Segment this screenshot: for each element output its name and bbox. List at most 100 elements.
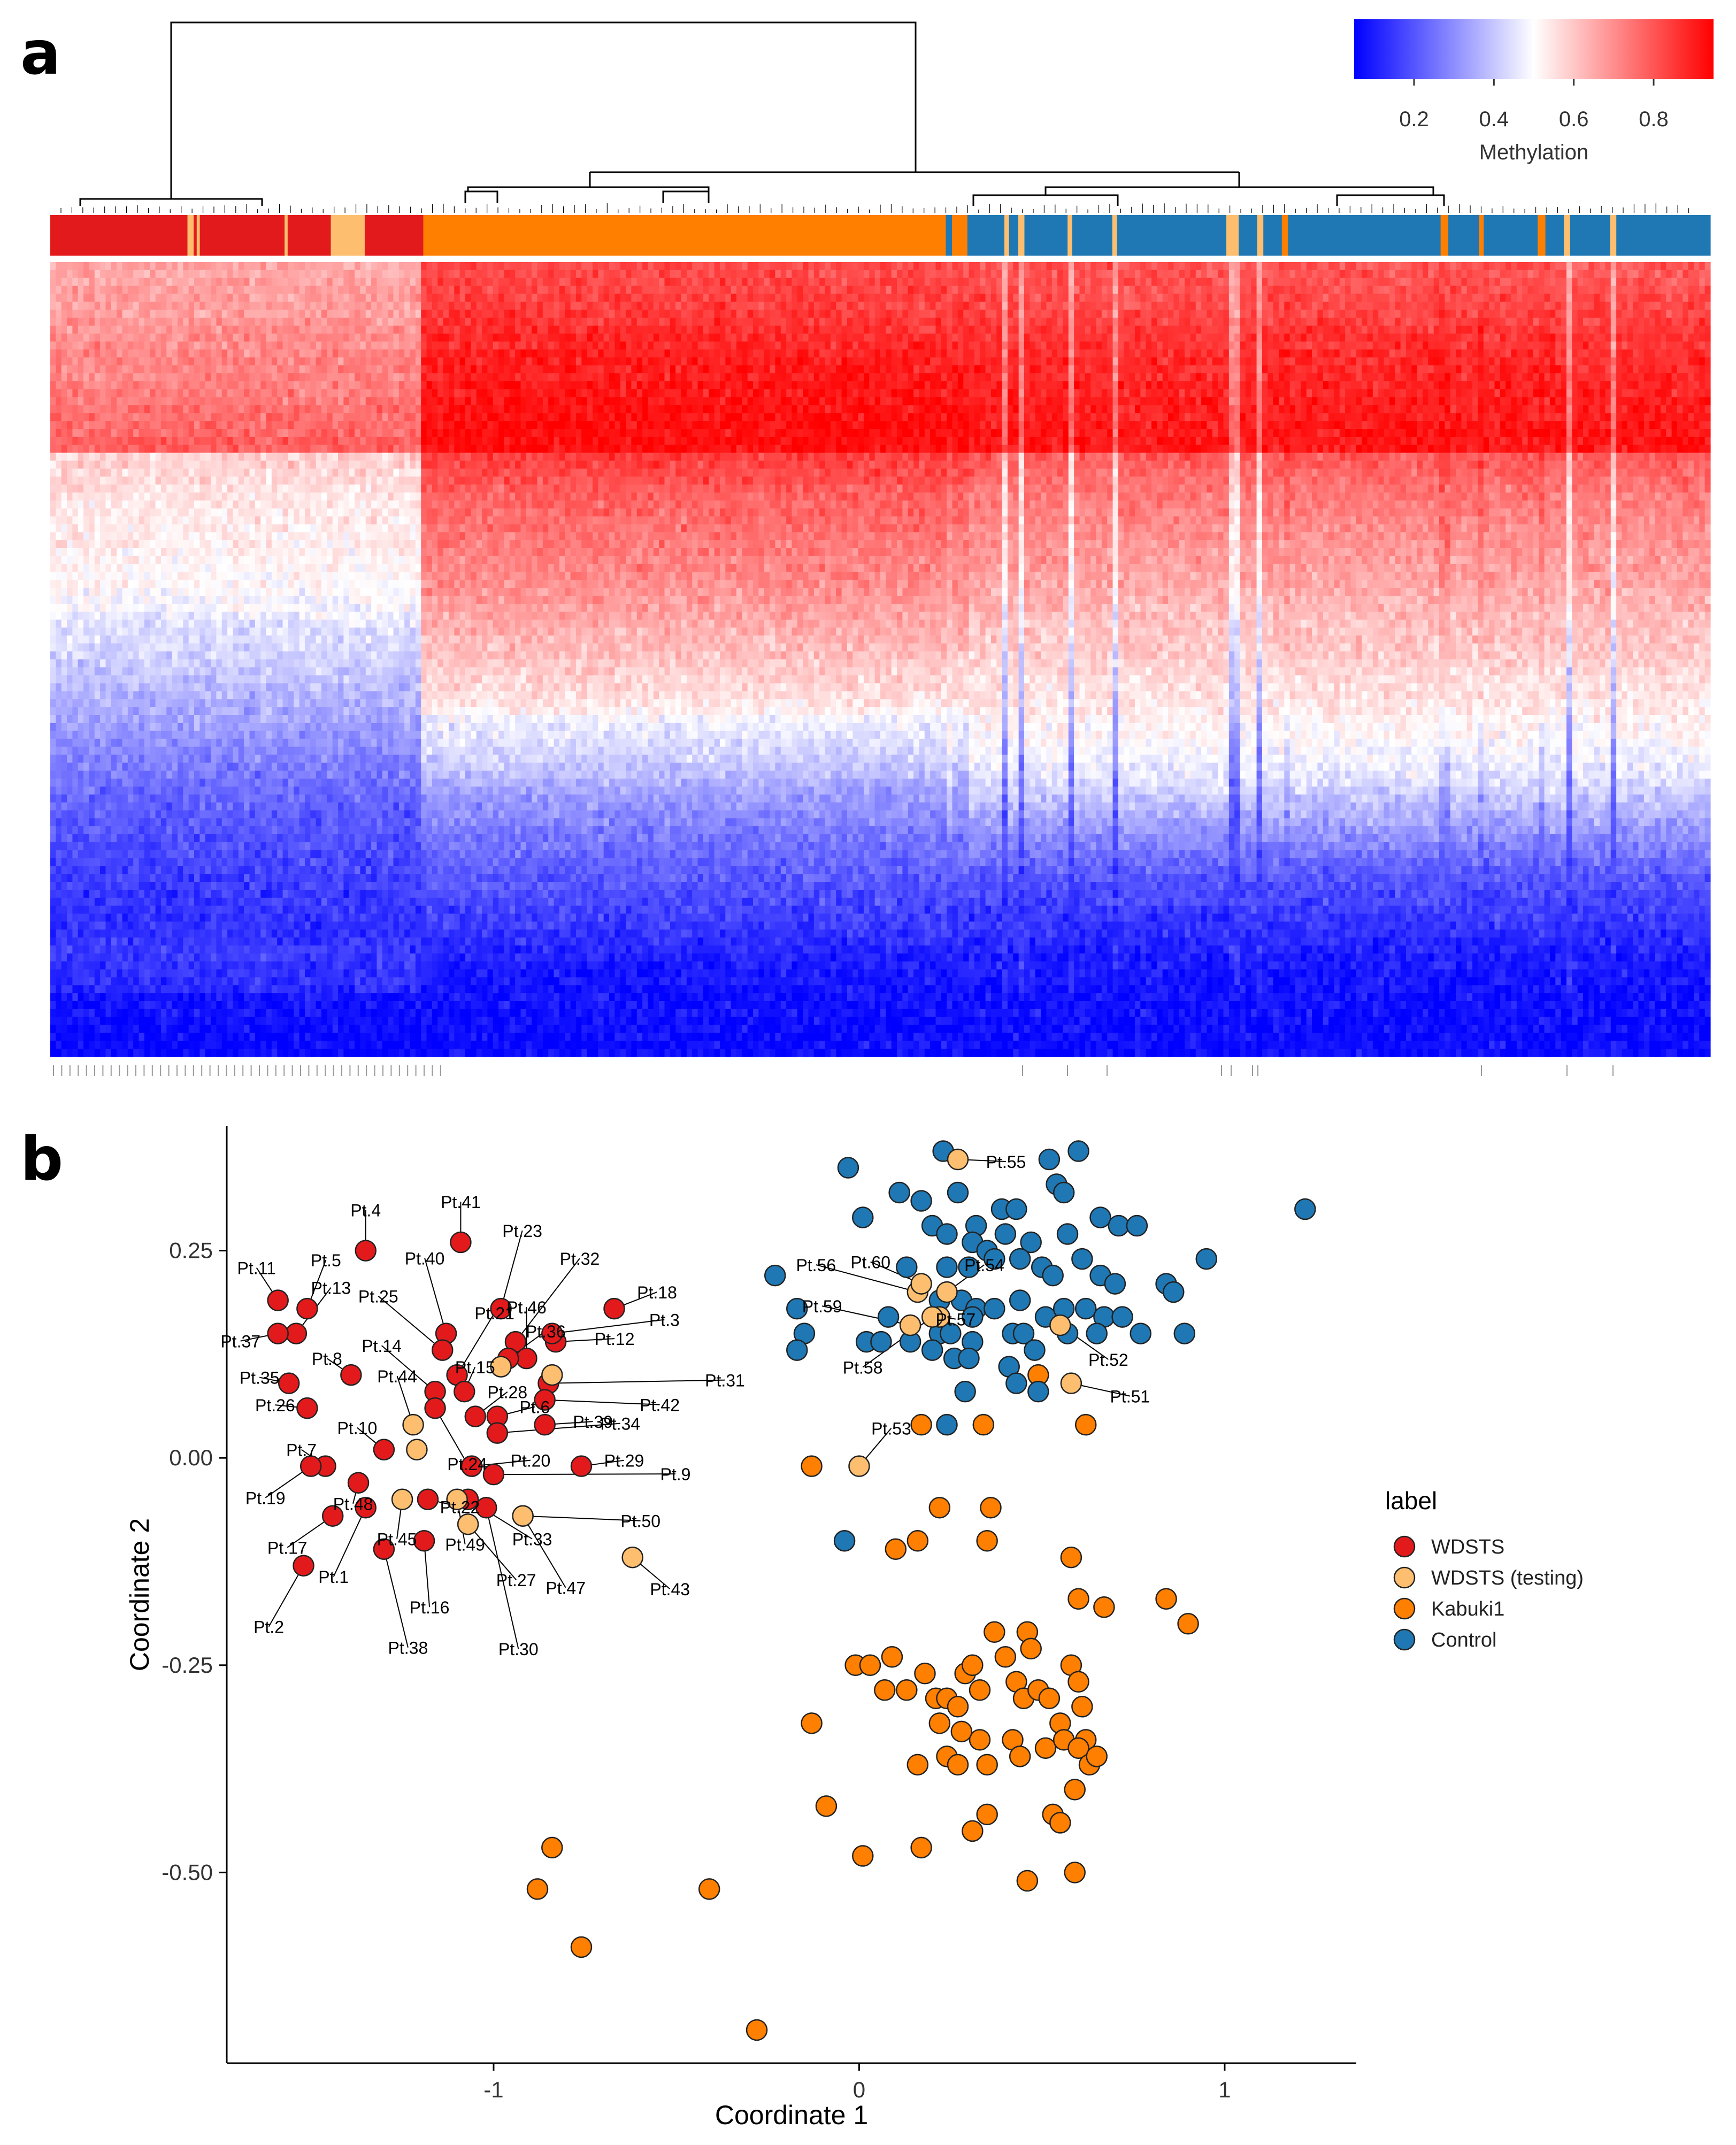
- scatter-point: [889, 1182, 910, 1203]
- colorbar-title: Methylation: [1479, 141, 1589, 164]
- point-label: Pt.43: [650, 1580, 690, 1599]
- scatter-point: [1050, 1812, 1070, 1833]
- group-bar-segment: [365, 215, 424, 256]
- y-axis-title: Coordinate 2: [125, 1518, 155, 1671]
- colorbar-tick-label: 0.6: [1559, 107, 1589, 131]
- legend-title: label: [1385, 1487, 1437, 1514]
- legend-key: [1394, 1567, 1415, 1588]
- scatter-point: [977, 1531, 997, 1551]
- y-tick-label: -0.50: [162, 1859, 213, 1885]
- group-bar-segment: [288, 215, 331, 256]
- scatter-point: [1043, 1265, 1063, 1286]
- scatter-point: [542, 1838, 562, 1858]
- scatter-point: [955, 1381, 975, 1402]
- group-bar-segment: [1239, 215, 1257, 256]
- scatter-point: [1057, 1224, 1078, 1244]
- point-label: Pt.24: [447, 1455, 487, 1474]
- point-label: Pt.7: [286, 1441, 317, 1460]
- point-label: Pt.21: [474, 1304, 514, 1323]
- group-bar-segment: [1288, 215, 1441, 256]
- scatter-point: [1065, 1862, 1085, 1882]
- group-bar-segment: [1004, 215, 1009, 256]
- scatter-point: [1054, 1182, 1074, 1203]
- x-tick-label: -1: [483, 2077, 503, 2102]
- point-label: Pt.3: [649, 1311, 680, 1330]
- scatter-point: [294, 1556, 314, 1576]
- scatter-point: [1069, 1141, 1089, 1162]
- scatter-point: [1010, 1290, 1030, 1311]
- scatter-point: [1076, 1298, 1096, 1319]
- point-label: Pt.25: [358, 1287, 398, 1306]
- scatter-point: [970, 1680, 990, 1700]
- group-bar-segment: [1018, 215, 1025, 256]
- group-bar-segment: [1564, 215, 1570, 256]
- point-label: Pt.44: [377, 1367, 417, 1386]
- group-bar-segment: [1067, 215, 1072, 256]
- group-bar-segment: [946, 215, 952, 256]
- scatter-point: [1035, 1738, 1056, 1758]
- point-label: Pt.8: [312, 1349, 342, 1369]
- scatter-point: [1010, 1746, 1030, 1766]
- point-label: Pt.35: [240, 1369, 280, 1388]
- group-bar-segment: [1610, 215, 1617, 256]
- scatter-point: [513, 1506, 533, 1526]
- point-label: Pt.5: [311, 1251, 341, 1270]
- scatter-point: [348, 1473, 368, 1493]
- scatter-point: [535, 1414, 555, 1435]
- scatter-point: [973, 1414, 994, 1435]
- scatter-point: [849, 1456, 869, 1477]
- point-label: Pt.4: [350, 1201, 381, 1220]
- scatter-point: [1178, 1613, 1199, 1634]
- group-bar-segment: [952, 215, 967, 256]
- scatter-point: [852, 1208, 873, 1228]
- scatter-point: [1072, 1696, 1092, 1717]
- scatter-point: [1094, 1597, 1114, 1617]
- scatter-point: [900, 1315, 920, 1335]
- scatter-point: [1006, 1199, 1026, 1219]
- scatter-point: [874, 1680, 895, 1700]
- scatter-point: [1072, 1249, 1092, 1269]
- group-bar-segment: [188, 215, 194, 256]
- point-label: Pt.37: [220, 1332, 260, 1351]
- scatter-point: [1065, 1779, 1085, 1800]
- point-label: Pt.31: [705, 1371, 745, 1390]
- scatter-point: [886, 1539, 906, 1559]
- scatter-point: [571, 1456, 592, 1477]
- scatter-point: [1109, 1216, 1129, 1236]
- scatter-point: [1087, 1746, 1107, 1766]
- scatter-point: [1025, 1340, 1045, 1360]
- scatter-point: [962, 1821, 982, 1841]
- scatter-point: [425, 1398, 445, 1418]
- point-label: Pt.26: [255, 1396, 295, 1415]
- scatter-point: [1131, 1324, 1151, 1344]
- point-label: Pt.12: [595, 1329, 635, 1349]
- group-bar-segment: [285, 215, 288, 256]
- x-tick-label: 0: [853, 2077, 865, 2102]
- scatter-point: [882, 1647, 902, 1667]
- scatter-point: [802, 1456, 822, 1477]
- point-label: Pt.40: [405, 1249, 445, 1268]
- group-bar-segment: [200, 215, 285, 256]
- scatter-point: [356, 1241, 376, 1261]
- scatter-point: [341, 1365, 361, 1385]
- legend-label: Kabuki1: [1431, 1598, 1504, 1620]
- point-label: Pt.15: [455, 1358, 495, 1377]
- scatter-point: [297, 1298, 317, 1319]
- scatter-point: [915, 1663, 935, 1683]
- point-label: Pt.16: [410, 1598, 450, 1617]
- scatter-point: [871, 1332, 891, 1352]
- point-label: Pt.23: [502, 1221, 542, 1241]
- scatter-point: [936, 1282, 957, 1302]
- point-label: Pt.34: [600, 1414, 640, 1434]
- point-label: Pt.55: [986, 1152, 1026, 1172]
- point-label: Pt.45: [377, 1530, 417, 1549]
- scatter-point: [1127, 1216, 1147, 1236]
- point-label: Pt.56: [796, 1256, 836, 1275]
- scatter-point: [911, 1838, 932, 1858]
- scatter-point: [1039, 1688, 1059, 1709]
- point-label: Pt.42: [640, 1396, 680, 1415]
- panel-b-letter: b: [20, 1125, 63, 1194]
- scatter-point: [487, 1423, 508, 1443]
- panel-a-letter: a: [20, 19, 61, 88]
